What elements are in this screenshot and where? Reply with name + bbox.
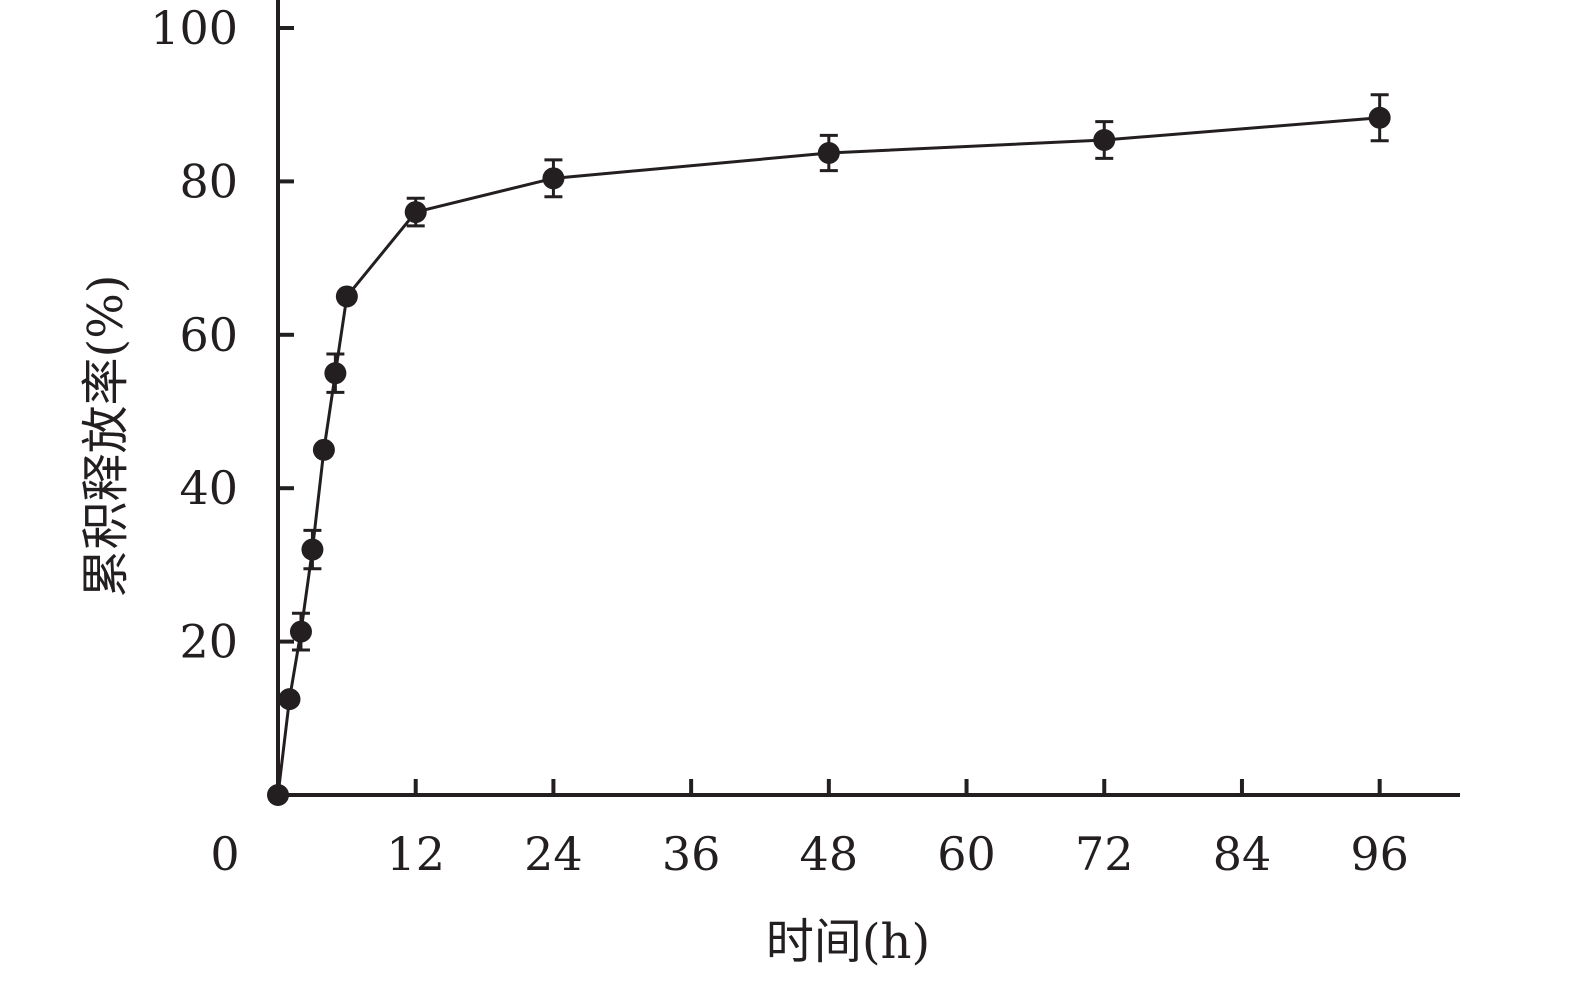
y-tick-label: 40 bbox=[179, 461, 238, 515]
y-axis-title: 累积释放率(%) bbox=[78, 274, 134, 597]
data-point bbox=[817, 142, 840, 165]
series-line bbox=[276, 116, 1380, 796]
x-axis-title: 时间(h) bbox=[766, 914, 930, 970]
series-layer bbox=[267, 93, 1391, 806]
x-tick-label: 96 bbox=[1350, 827, 1409, 881]
data-point bbox=[1093, 128, 1116, 151]
data-point bbox=[289, 620, 312, 643]
data-point bbox=[335, 285, 358, 308]
data-point bbox=[312, 438, 335, 461]
y-tick-label: 20 bbox=[179, 615, 238, 669]
x-tick-label: 36 bbox=[662, 827, 721, 881]
x-tick-label: 0 bbox=[210, 827, 239, 881]
data-point bbox=[267, 784, 289, 806]
y-tick-label: 100 bbox=[150, 1, 238, 55]
x-tick-label: 48 bbox=[800, 827, 859, 881]
x-tick-label: 24 bbox=[524, 827, 583, 881]
x-tick-label: 84 bbox=[1213, 827, 1272, 881]
data-point bbox=[1368, 106, 1391, 129]
data-point bbox=[324, 362, 347, 385]
data-point bbox=[301, 538, 324, 561]
axes bbox=[276, 0, 1460, 797]
data-point bbox=[542, 167, 565, 190]
y-tick-label: 80 bbox=[179, 154, 238, 208]
ticks: 0 12 24 36 48 60 72 84 96 20 40 60 80 100 bbox=[150, 1, 1409, 881]
x-tick-label: 72 bbox=[1075, 827, 1134, 881]
y-tick-label: 60 bbox=[179, 308, 238, 362]
x-tick-label: 12 bbox=[386, 827, 445, 881]
data-point bbox=[404, 201, 427, 224]
data-point bbox=[278, 688, 301, 711]
x-tick-label: 60 bbox=[937, 827, 996, 881]
